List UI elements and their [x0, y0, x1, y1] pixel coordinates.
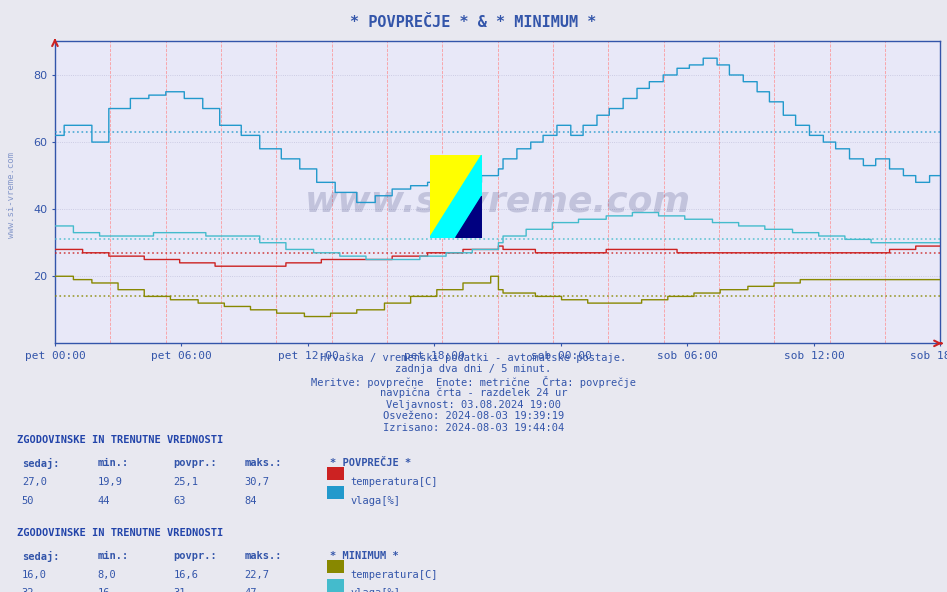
Text: vlaga[%]: vlaga[%]: [350, 588, 401, 592]
Text: 44: 44: [98, 496, 110, 506]
Text: 27,0: 27,0: [22, 477, 46, 487]
Text: 32: 32: [22, 588, 34, 592]
Text: 84: 84: [244, 496, 257, 506]
Text: Izrisano: 2024-08-03 19:44:04: Izrisano: 2024-08-03 19:44:04: [383, 423, 564, 433]
Polygon shape: [430, 155, 482, 237]
Text: maks.:: maks.:: [244, 551, 282, 561]
Text: www.si-vreme.com: www.si-vreme.com: [305, 185, 690, 218]
Text: min.:: min.:: [98, 458, 129, 468]
Text: ZGODOVINSKE IN TRENUTNE VREDNOSTI: ZGODOVINSKE IN TRENUTNE VREDNOSTI: [17, 528, 223, 538]
Text: Osveženo: 2024-08-03 19:39:19: Osveženo: 2024-08-03 19:39:19: [383, 411, 564, 422]
Text: Veljavnost: 03.08.2024 19:00: Veljavnost: 03.08.2024 19:00: [386, 400, 561, 410]
Text: 16,0: 16,0: [22, 570, 46, 580]
Text: navpična črta - razdelek 24 ur: navpična črta - razdelek 24 ur: [380, 388, 567, 398]
Text: povpr.:: povpr.:: [173, 551, 217, 561]
Text: temperatura[C]: temperatura[C]: [350, 477, 438, 487]
Text: vlaga[%]: vlaga[%]: [350, 496, 401, 506]
Text: min.:: min.:: [98, 551, 129, 561]
Text: 16,6: 16,6: [173, 570, 198, 580]
Text: Hrvaška / vremenski podatki - avtomatske postaje.: Hrvaška / vremenski podatki - avtomatske…: [320, 352, 627, 363]
Text: 50: 50: [22, 496, 34, 506]
Text: www.si-vreme.com: www.si-vreme.com: [7, 152, 16, 239]
Text: 22,7: 22,7: [244, 570, 269, 580]
Text: * MINIMUM *: * MINIMUM *: [330, 551, 399, 561]
Text: zadnja dva dni / 5 minut.: zadnja dva dni / 5 minut.: [396, 364, 551, 374]
Text: * POVPREČJE *: * POVPREČJE *: [330, 458, 411, 468]
Text: sedaj:: sedaj:: [22, 551, 60, 562]
Text: 25,1: 25,1: [173, 477, 198, 487]
Text: 31: 31: [173, 588, 186, 592]
Text: Meritve: povprečne  Enote: metrične  Črta: povprečje: Meritve: povprečne Enote: metrične Črta:…: [311, 376, 636, 388]
Text: 8,0: 8,0: [98, 570, 116, 580]
Text: povpr.:: povpr.:: [173, 458, 217, 468]
Text: sedaj:: sedaj:: [22, 458, 60, 469]
Text: ZGODOVINSKE IN TRENUTNE VREDNOSTI: ZGODOVINSKE IN TRENUTNE VREDNOSTI: [17, 435, 223, 445]
Text: 63: 63: [173, 496, 186, 506]
Text: 16: 16: [98, 588, 110, 592]
Text: 30,7: 30,7: [244, 477, 269, 487]
Polygon shape: [430, 155, 482, 237]
Polygon shape: [456, 196, 482, 237]
Text: temperatura[C]: temperatura[C]: [350, 570, 438, 580]
Text: maks.:: maks.:: [244, 458, 282, 468]
Text: 47: 47: [244, 588, 257, 592]
Text: 19,9: 19,9: [98, 477, 122, 487]
Text: * POVPREČJE * & * MINIMUM *: * POVPREČJE * & * MINIMUM *: [350, 15, 597, 30]
